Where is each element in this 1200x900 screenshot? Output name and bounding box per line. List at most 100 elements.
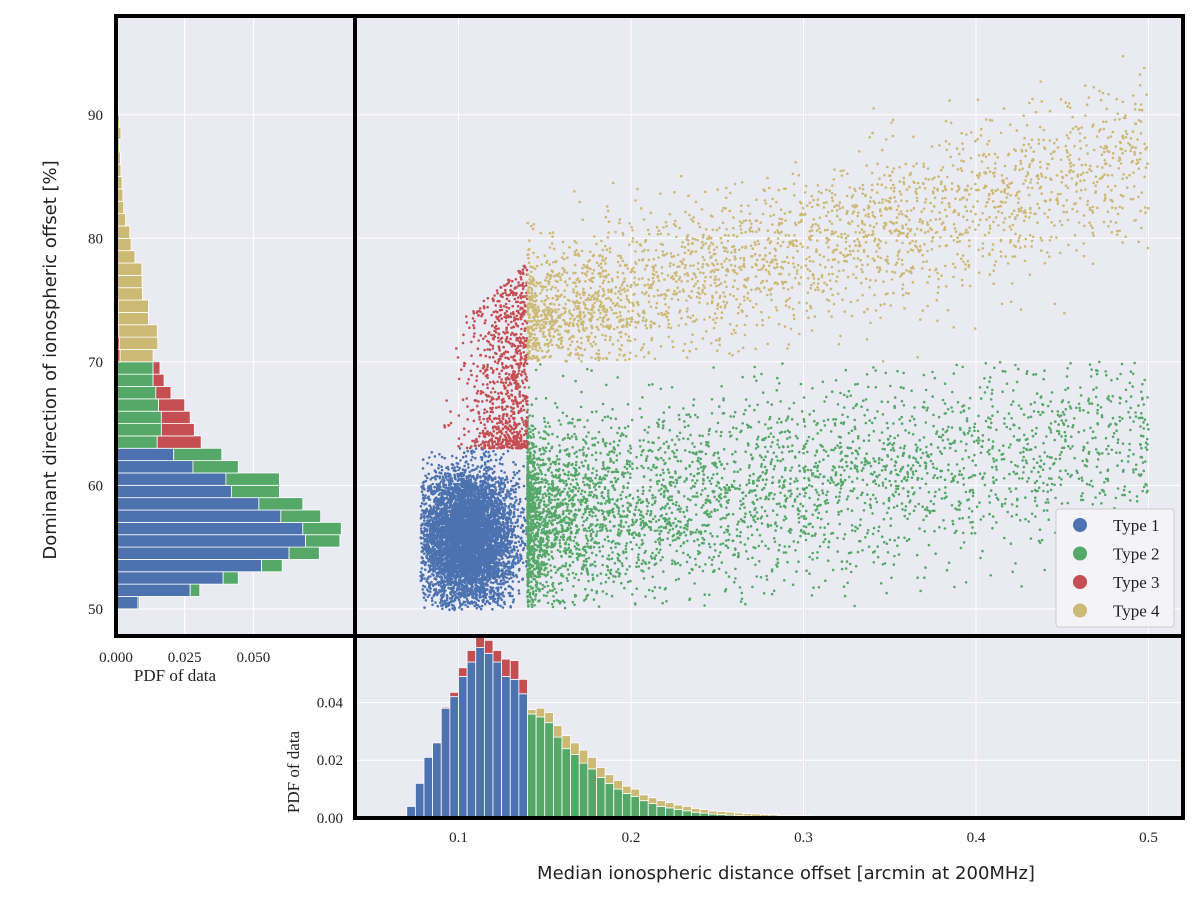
- scatter-point: [460, 608, 464, 611]
- scatter-point: [469, 458, 473, 462]
- scatter-point: [428, 456, 431, 459]
- scatter-point: [508, 568, 511, 572]
- scatter-point: [421, 458, 425, 461]
- scatter-point: [475, 606, 479, 610]
- scatter-point: [431, 572, 434, 576]
- scatter-point: [446, 487, 450, 490]
- scatter-point: [489, 458, 493, 462]
- scatter-point: [520, 536, 523, 540]
- scatter-point: [513, 561, 517, 564]
- scatter-point: [444, 605, 448, 609]
- scatter-point: [511, 476, 515, 480]
- scatter-point: [499, 596, 502, 600]
- hist-y-bar: [280, 509, 322, 523]
- scatter-point: [513, 533, 517, 537]
- scatter-point: [515, 545, 518, 549]
- scatter-point: [434, 470, 438, 474]
- scatter-point: [506, 449, 510, 453]
- scatter-point: [423, 519, 426, 522]
- hist-y-bar: [115, 497, 260, 511]
- scatter-point: [483, 521, 487, 525]
- hist-y-bar: [152, 373, 165, 387]
- scatter-point: [436, 574, 440, 578]
- scatter-point: [492, 449, 495, 453]
- scatter-point: [423, 606, 426, 609]
- hist-y-bar: [261, 559, 283, 573]
- scatter-point: [512, 571, 515, 575]
- scatter-point: [496, 599, 500, 602]
- scatter-point: [484, 480, 487, 484]
- scatter-point: [520, 523, 524, 527]
- scatter-point: [495, 528, 499, 532]
- scatter-point: [509, 546, 512, 549]
- hist-y-bar: [115, 225, 131, 239]
- scatter-point: [435, 593, 439, 597]
- scatter-point: [516, 549, 520, 552]
- scatter-ytick-label: 50: [88, 602, 103, 618]
- scatter-point: [424, 494, 427, 497]
- scatter-point: [501, 496, 505, 500]
- scatter-point: [435, 563, 438, 567]
- scatter-point: [514, 487, 517, 491]
- scatter-point: [494, 509, 498, 512]
- scatter-point: [480, 604, 484, 608]
- scatter-points: [419, 54, 1150, 612]
- scatter-point: [422, 591, 425, 595]
- scatter-point: [468, 470, 472, 474]
- scatter-point: [463, 581, 467, 585]
- scatter-point: [474, 594, 478, 598]
- scatter-point: [420, 556, 424, 559]
- scatter-point: [442, 483, 445, 486]
- hist-y-bar: [115, 398, 159, 412]
- scatter-point: [512, 471, 516, 474]
- scatter-point: [486, 550, 490, 553]
- scatter-point: [508, 584, 511, 588]
- scatter-point: [499, 586, 503, 589]
- scatter-point: [507, 571, 511, 574]
- scatter-point: [471, 512, 474, 515]
- scatter-point: [434, 502, 438, 506]
- scatter-point: [456, 551, 460, 555]
- scatter-point: [423, 537, 427, 541]
- scatter-point: [514, 490, 517, 494]
- scatter-point: [466, 493, 470, 497]
- scatter-point: [487, 505, 491, 508]
- scatter-point: [484, 485, 487, 488]
- scatter-point: [517, 469, 521, 473]
- scatter-point: [518, 500, 522, 504]
- scatter-point: [498, 485, 502, 488]
- scatter-point: [479, 479, 483, 483]
- scatter-point: [511, 488, 515, 492]
- hist-y-bar: [115, 596, 139, 610]
- scatter-point: [460, 591, 464, 595]
- scatter-point: [514, 541, 518, 545]
- scatter-point: [456, 473, 459, 476]
- scatter-point: [494, 600, 497, 604]
- scatter-point: [420, 515, 423, 519]
- scatter-point: [507, 490, 510, 494]
- scatter-point: [493, 577, 496, 580]
- scatter-point: [514, 495, 517, 499]
- hist-y-bar: [115, 559, 262, 573]
- scatter-point: [517, 515, 520, 518]
- hist-y-bar: [116, 274, 143, 289]
- scatter-point: [464, 603, 467, 607]
- scatter-point: [436, 526, 440, 529]
- scatter-point: [514, 463, 517, 466]
- scatter-point: [473, 604, 477, 608]
- hist-y-bar: [158, 398, 186, 412]
- scatter-point: [484, 466, 488, 470]
- scatter-point: [521, 507, 524, 510]
- scatter-point: [505, 475, 509, 479]
- scatter-point: [442, 485, 446, 489]
- scatter-point: [487, 450, 490, 454]
- scatter-series-type-1: [419, 447, 529, 612]
- scatter-point: [505, 496, 508, 499]
- scatter-point: [428, 586, 432, 590]
- scatter-point: [522, 529, 525, 533]
- scatter-point: [509, 517, 512, 521]
- scatter-point: [487, 476, 491, 480]
